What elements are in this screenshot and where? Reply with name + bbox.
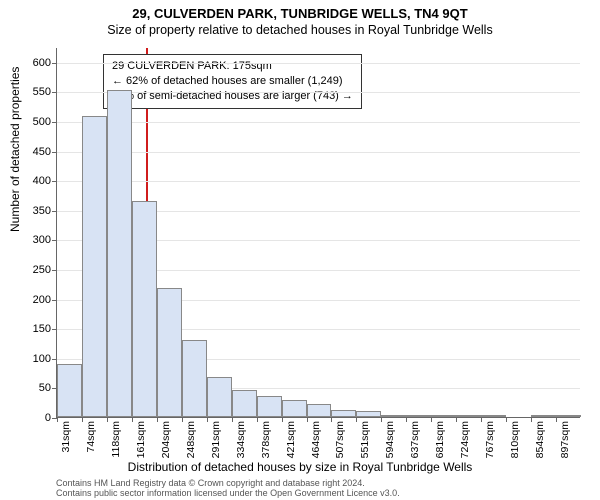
y-axis-title: Number of detached properties — [8, 67, 22, 232]
x-tick-mark — [182, 417, 183, 422]
x-tick-mark — [207, 417, 208, 422]
histogram-bar — [107, 90, 132, 417]
callout-line-3: 37% of semi-detached houses are larger (… — [112, 89, 353, 104]
y-tick-label: 550 — [33, 86, 57, 98]
x-tick-mark — [282, 417, 283, 422]
grid-line — [57, 92, 580, 93]
x-tick-label: 378sqm — [260, 421, 272, 458]
y-tick-label: 250 — [33, 264, 57, 276]
histogram-bar — [531, 415, 556, 417]
y-tick-label: 400 — [33, 175, 57, 187]
x-tick-mark — [82, 417, 83, 422]
x-tick-label: 334sqm — [235, 421, 247, 458]
x-tick-label: 810sqm — [509, 421, 521, 458]
histogram-bar — [406, 415, 431, 417]
histogram-bar — [57, 364, 82, 417]
y-tick-label: 600 — [33, 57, 57, 69]
x-tick-label: 724sqm — [459, 421, 471, 458]
x-tick-label: 204sqm — [160, 421, 172, 458]
histogram-bar — [257, 396, 282, 417]
callout-line-1: 29 CULVERDEN PARK: 175sqm — [112, 59, 353, 74]
histogram-bar — [481, 415, 506, 417]
x-tick-mark — [331, 417, 332, 422]
x-tick-mark — [531, 417, 532, 422]
plot-area: 29 CULVERDEN PARK: 175sqm ← 62% of detac… — [56, 48, 580, 418]
x-tick-label: 291sqm — [210, 421, 222, 458]
histogram-bar — [307, 404, 332, 417]
y-tick-label: 100 — [33, 353, 57, 365]
x-tick-label: 854sqm — [534, 421, 546, 458]
histogram-bar — [356, 411, 381, 417]
x-tick-mark — [431, 417, 432, 422]
y-tick-label: 50 — [39, 382, 57, 394]
histogram-bar — [82, 116, 107, 417]
x-tick-mark — [406, 417, 407, 422]
footer-attribution: Contains HM Land Registry data © Crown c… — [56, 479, 400, 499]
y-tick-label: 350 — [33, 205, 57, 217]
x-tick-mark — [456, 417, 457, 422]
chart-subtitle: Size of property relative to detached ho… — [0, 21, 600, 37]
histogram-bar — [331, 410, 356, 417]
grid-line — [57, 122, 580, 123]
x-tick-mark — [381, 417, 382, 422]
x-tick-mark — [307, 417, 308, 422]
histogram-chart: 29, CULVERDEN PARK, TUNBRIDGE WELLS, TN4… — [0, 0, 600, 500]
y-tick-label: 450 — [33, 146, 57, 158]
chart-title: 29, CULVERDEN PARK, TUNBRIDGE WELLS, TN4… — [0, 0, 600, 21]
histogram-bar — [282, 400, 307, 417]
x-tick-label: 681sqm — [434, 421, 446, 458]
histogram-bar — [132, 201, 157, 417]
histogram-bar — [381, 415, 406, 417]
callout-line-2: ← 62% of detached houses are smaller (1,… — [112, 74, 353, 89]
x-tick-label: 594sqm — [384, 421, 396, 458]
histogram-bar — [232, 390, 257, 417]
x-axis-title: Distribution of detached houses by size … — [0, 460, 600, 474]
x-tick-mark — [556, 417, 557, 422]
x-tick-mark — [107, 417, 108, 422]
x-tick-label: 551sqm — [359, 421, 371, 458]
x-tick-label: 118sqm — [110, 421, 122, 458]
x-tick-mark — [157, 417, 158, 422]
y-tick-label: 150 — [33, 323, 57, 335]
y-tick-label: 200 — [33, 294, 57, 306]
x-tick-label: 637sqm — [409, 421, 421, 458]
footer-line-2: Contains public sector information licen… — [56, 489, 400, 499]
x-tick-label: 74sqm — [85, 421, 97, 453]
x-tick-mark — [57, 417, 58, 422]
x-tick-label: 161sqm — [135, 421, 147, 458]
x-tick-mark — [356, 417, 357, 422]
x-tick-label: 248sqm — [185, 421, 197, 458]
y-tick-label: 0 — [45, 412, 57, 424]
x-tick-mark — [132, 417, 133, 422]
x-tick-label: 31sqm — [60, 421, 72, 453]
histogram-bar — [207, 377, 232, 417]
grid-line — [57, 152, 580, 153]
histogram-bar — [456, 415, 481, 417]
histogram-bar — [182, 340, 207, 417]
grid-line — [57, 181, 580, 182]
y-tick-label: 300 — [33, 234, 57, 246]
x-tick-mark — [506, 417, 507, 422]
x-tick-label: 421sqm — [285, 421, 297, 458]
x-tick-mark — [232, 417, 233, 422]
grid-line — [57, 63, 580, 64]
x-tick-label: 507sqm — [334, 421, 346, 458]
y-axis-title-text: Number of detached properties — [8, 67, 22, 232]
x-tick-label: 464sqm — [310, 421, 322, 458]
x-tick-mark — [257, 417, 258, 422]
histogram-bar — [431, 415, 456, 417]
x-tick-label: 897sqm — [559, 421, 571, 458]
x-tick-label: 767sqm — [484, 421, 496, 458]
histogram-bar — [556, 415, 581, 417]
y-tick-label: 500 — [33, 116, 57, 128]
histogram-bar — [157, 288, 182, 417]
x-tick-mark — [481, 417, 482, 422]
